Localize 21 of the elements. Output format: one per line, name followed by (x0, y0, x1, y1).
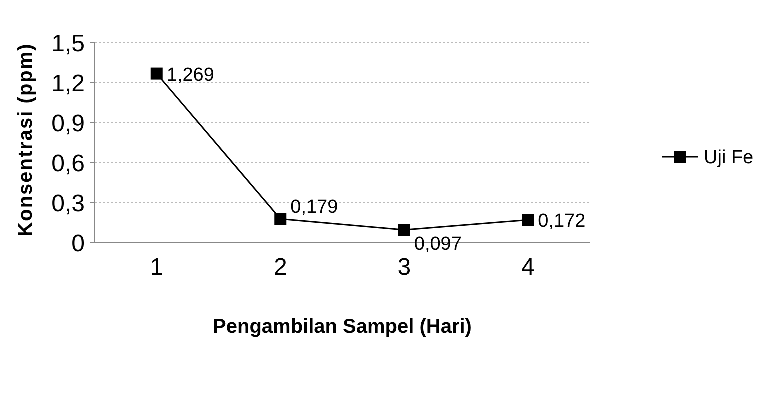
x-tick-label: 1 (150, 254, 164, 281)
point (398, 224, 410, 236)
data-label: 0,172 (538, 211, 586, 232)
point (274, 213, 287, 226)
y-tick-label: 1,2 (52, 70, 85, 98)
y-tick-label: 0,3 (52, 190, 85, 218)
x-tick-label: 3 (398, 254, 412, 281)
x-tick-label: 2 (274, 254, 288, 281)
point (150, 68, 163, 80)
y-axis-title: Konsentrasi (ppm) (15, 43, 37, 237)
data-label: 1,269 (166, 64, 214, 86)
point (522, 214, 534, 226)
x-axis-title: Pengambilan Sampel (Hari) (213, 316, 472, 338)
legend-label: Uji Fe (704, 148, 754, 169)
x-tick-label: 4 (521, 254, 535, 281)
y-tick-label: 0,9 (52, 110, 85, 138)
data-label: 0,097 (414, 234, 462, 256)
data-label: 0,179 (290, 197, 338, 218)
y-tick-label: 0 (72, 230, 85, 258)
y-tick-label: 0,6 (52, 150, 85, 178)
y-tick-label: 1,5 (52, 30, 85, 58)
